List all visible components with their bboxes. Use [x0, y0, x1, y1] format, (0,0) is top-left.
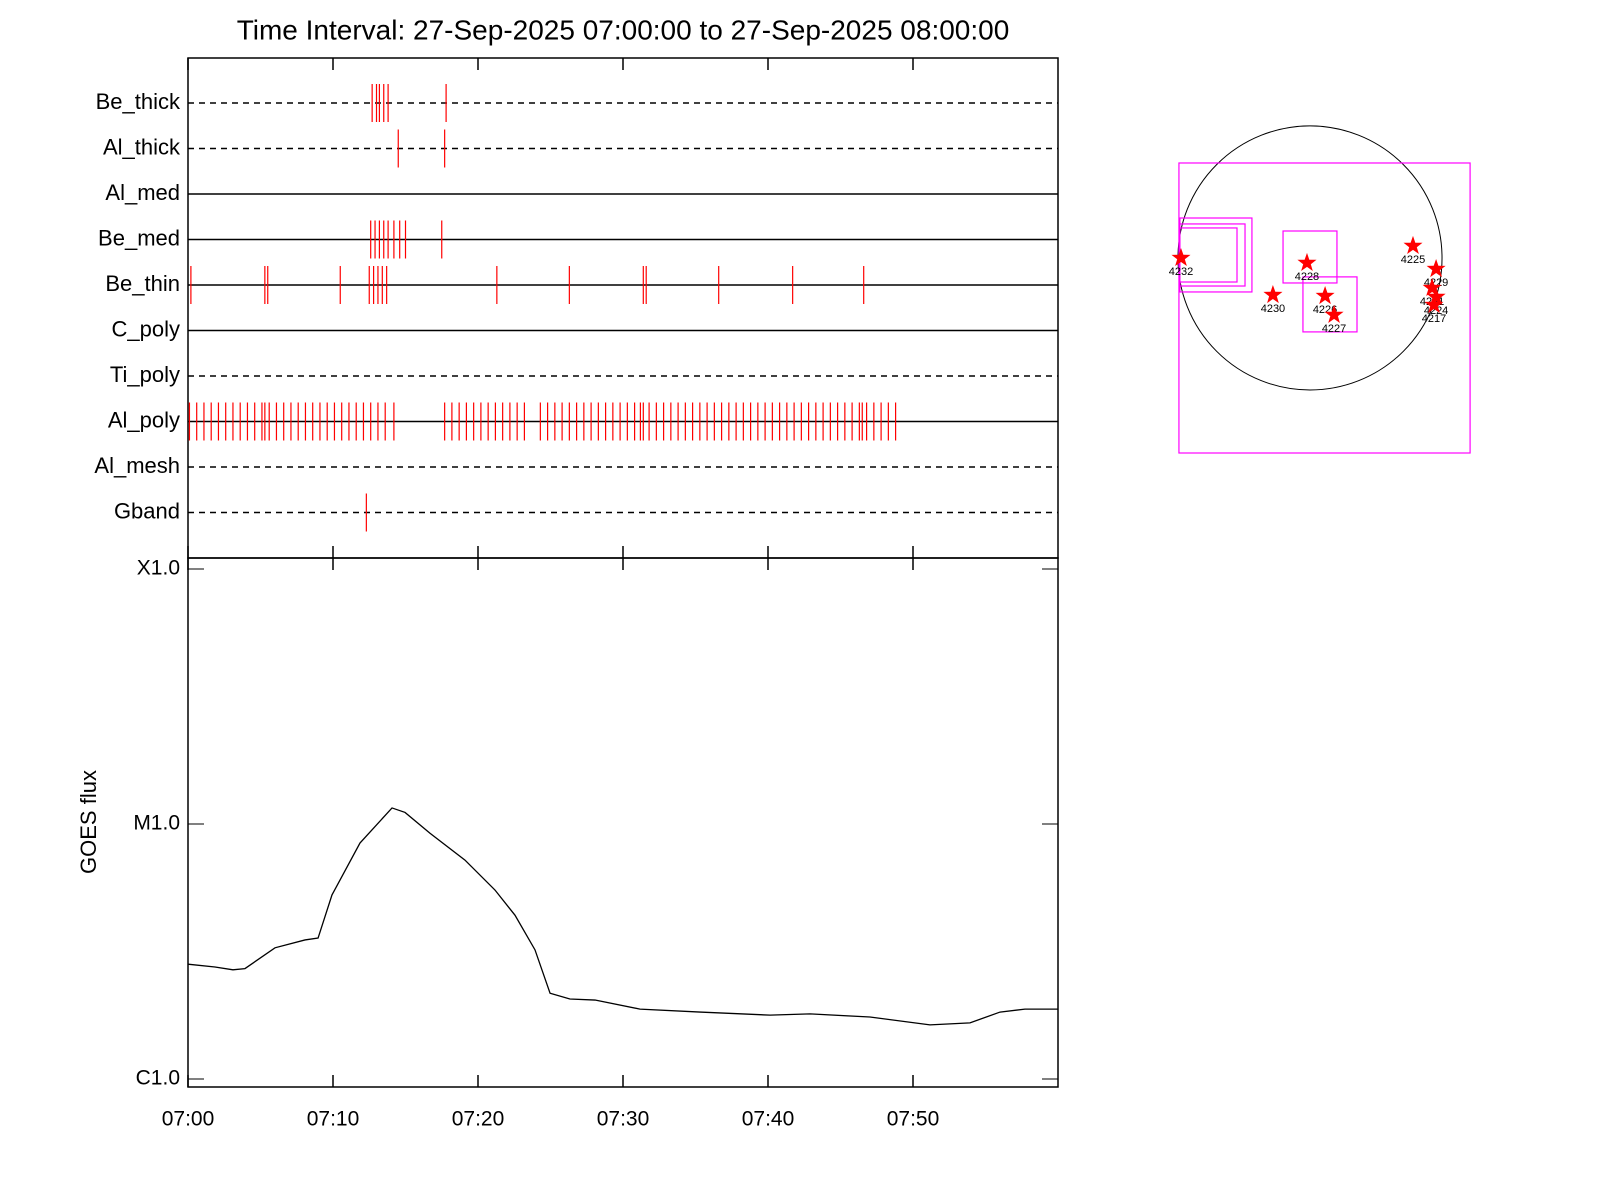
row-label: C_poly [112, 316, 180, 341]
y-tick-label: C1.0 [136, 1067, 180, 1090]
region-marker [1297, 252, 1317, 271]
row-label: Be_med [98, 225, 180, 250]
chart-title: Time Interval: 27-Sep-2025 07:00:00 to 2… [237, 14, 1010, 45]
x-tick-label: 07:40 [742, 1108, 795, 1131]
region-label: 4225 [1401, 254, 1425, 266]
row-label: Al_thick [103, 134, 181, 159]
region-marker [1324, 304, 1344, 323]
row-label: Al_med [105, 180, 180, 205]
row-label: Ti_poly [110, 362, 180, 387]
row-label: Gband [114, 498, 180, 523]
x-tick-label: 07:00 [162, 1108, 215, 1131]
row-label: Be_thin [105, 271, 180, 296]
region-label: 4227 [1322, 323, 1346, 335]
region-marker [1315, 286, 1335, 305]
region-marker [1426, 259, 1446, 278]
row-label: Al_poly [108, 407, 180, 432]
region-marker [1403, 235, 1423, 254]
region-label: 4230 [1261, 303, 1285, 315]
y-tick-label: M1.0 [133, 812, 180, 835]
row-label: Al_mesh [94, 453, 180, 478]
region-marker [1422, 278, 1442, 296]
fov-box [1302, 276, 1358, 333]
x-tick-label: 07:50 [887, 1108, 940, 1131]
y-tick-label: X1.0 [137, 557, 180, 580]
x-tick-label: 07:10 [307, 1108, 360, 1131]
region-marker [1426, 286, 1446, 305]
x-tick-label: 07:30 [597, 1108, 650, 1131]
x-tick-label: 07:20 [452, 1108, 505, 1131]
y-axis-label: GOES flux [76, 770, 101, 874]
region-marker [1171, 248, 1191, 266]
region-marker [1424, 295, 1444, 313]
fov-box [1178, 162, 1471, 454]
row-label: Be_thick [96, 89, 181, 114]
flux-line [187, 807, 1058, 1026]
fov-box [1282, 230, 1338, 284]
region-marker [1263, 285, 1283, 304]
region-label: 4232 [1169, 266, 1193, 278]
region-label: 4217 [1422, 313, 1446, 325]
region-label: 4228 [1295, 271, 1319, 283]
